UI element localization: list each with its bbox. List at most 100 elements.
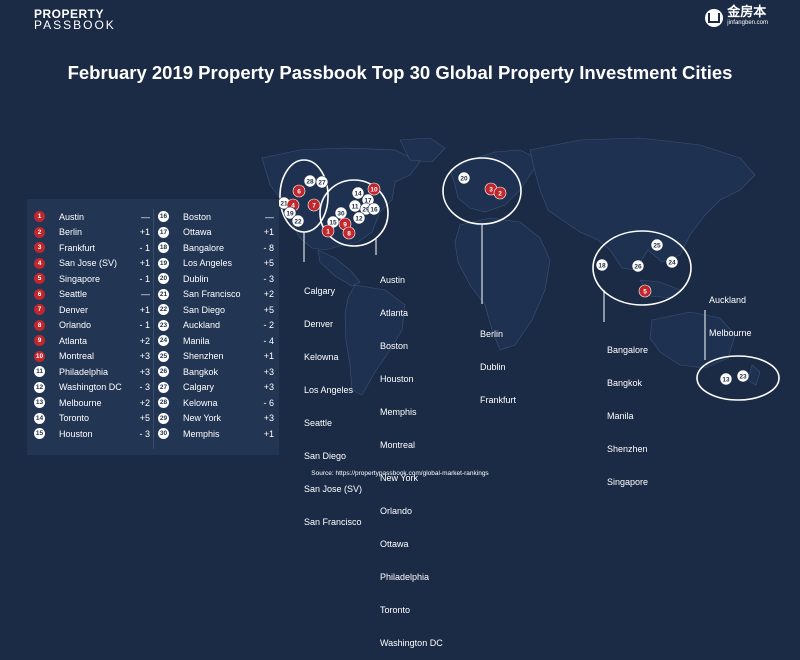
east-na-city-0: Austin	[380, 275, 406, 285]
column-divider	[153, 209, 154, 449]
marker-dot	[307, 198, 321, 212]
rankings-column-1: 1 Austin — 2 Berlin +1 3 Frankfurt - 1 4 San Jose …	[34, 209, 154, 442]
marker-label: 10	[370, 186, 378, 193]
city-name: Orlando	[59, 320, 92, 331]
city-marker-22: 22	[291, 214, 305, 228]
marker-label: 22	[294, 218, 302, 225]
rank-badge: 17	[158, 226, 169, 238]
marker-label: 13	[722, 376, 730, 383]
ranking-row: 11 Philadelphia +3	[34, 364, 154, 380]
rank-change: - 3	[263, 273, 274, 284]
marker-label: 9	[343, 221, 347, 228]
ranking-row: 7 Denver +1	[34, 302, 154, 318]
marker-label: 17	[364, 197, 372, 204]
jinfangben-url: jinfangben.com	[727, 20, 768, 26]
city-name: Kelowna	[183, 397, 218, 408]
east-na-city-2: Boston	[380, 341, 409, 351]
city-name: Memphis	[183, 428, 220, 439]
rank-badge: 28	[158, 397, 169, 409]
city-marker-18: 18	[595, 258, 609, 272]
ranking-row: 19 Los Angeles +5	[158, 256, 278, 272]
rank-change: - 1	[139, 273, 150, 284]
city-name: Manila	[183, 335, 210, 346]
city-name: Berlin	[59, 227, 83, 238]
marker-label: 6	[297, 188, 301, 195]
ranking-row: 27 Calgary +3	[158, 380, 278, 396]
marker-dot	[351, 186, 365, 200]
rank-change: +5	[263, 304, 274, 315]
ranking-row: 17 Ottawa +1	[158, 225, 278, 241]
ranking-row: 30 Memphis +1	[158, 426, 278, 442]
oceania-city-1: Melbourne	[709, 328, 752, 338]
ranking-row: 28 Kelowna - 6	[158, 395, 278, 411]
city-name: Melbourne	[59, 397, 102, 408]
marker-label: 23	[739, 373, 747, 380]
city-name: Seattle	[59, 289, 88, 300]
rank-badge: 16	[158, 211, 169, 223]
east-na-city-4: Memphis	[380, 407, 417, 417]
rank-change: +3	[139, 366, 150, 377]
city-marker-13: 13	[719, 372, 733, 386]
rank-change: - 8	[263, 242, 274, 253]
rank-change: - 4	[263, 335, 274, 346]
west-na-city-7: San Francisco	[304, 517, 362, 527]
city-name: Austin	[59, 211, 85, 222]
ranking-row: 26 Bangkok +3	[158, 364, 278, 380]
marker-dot	[457, 171, 471, 185]
marker-dot	[665, 255, 679, 269]
east-na-city-1: Atlanta	[380, 308, 409, 318]
logo-line1: PROPERTY	[34, 7, 105, 21]
jinfangben-logo: 金房本 jinfangben.com	[705, 6, 768, 28]
ranking-row: 12 Washington DC - 3	[34, 380, 154, 396]
ranking-row: 21 San Francisco +2	[158, 287, 278, 303]
africa-shape	[454, 217, 551, 351]
rank-change: - 3	[139, 382, 150, 393]
marker-dot	[719, 372, 733, 386]
city-marker-23: 23	[736, 369, 750, 383]
marker-dot	[595, 258, 609, 272]
city-marker-2: 2	[493, 186, 507, 200]
rank-change: +3	[139, 351, 150, 362]
marker-dot	[342, 226, 356, 240]
asia-city-list: Bangalore Bangkok Manila Shenzhen Singap…	[607, 323, 648, 499]
rank-badge: 27	[158, 381, 169, 393]
asia-shape	[529, 137, 756, 271]
ranking-row: 5 Singapore - 1	[34, 271, 154, 287]
rank-badge: 23	[158, 319, 169, 331]
europe-city-2: Frankfurt	[480, 395, 517, 405]
east-na-city-10: Toronto	[380, 605, 411, 615]
city-marker-19: 19	[283, 206, 297, 220]
rank-change: - 1	[139, 320, 150, 331]
rank-badge: 6	[34, 288, 45, 300]
oceania-circle	[696, 355, 780, 401]
ranking-row: 13 Melbourne +2	[34, 395, 154, 411]
ranking-row: 3 Frankfurt - 1	[34, 240, 154, 256]
asia-city-4: Singapore	[607, 477, 649, 487]
marker-dot	[367, 182, 381, 196]
rank-badge: 4	[34, 257, 45, 269]
east-na-city-9: Philadelphia	[380, 572, 430, 582]
rankings-panel: 1 Austin — 2 Berlin +1 3 Frankfurt - 1 4 San Jose …	[27, 199, 279, 455]
rank-change: —	[265, 211, 274, 222]
west-na-city-3: Los Angeles	[304, 385, 354, 395]
city-name: Los Angeles	[183, 258, 233, 269]
ranking-row: 23 Auckland - 2	[158, 318, 278, 334]
page-title: February 2019 Property Passbook Top 30 G…	[67, 62, 733, 83]
marker-label: 4	[291, 202, 295, 209]
west-na-city-6: San Jose (SV)	[304, 484, 363, 494]
asia-city-0: Bangalore	[607, 345, 649, 355]
ranking-row: 9 Atlanta +2	[34, 333, 154, 349]
rank-badge: 21	[158, 288, 169, 300]
marker-label: 14	[354, 190, 362, 197]
marker-label: 8	[347, 230, 351, 237]
rank-badge: 2	[34, 226, 45, 238]
city-marker-7: 7	[307, 198, 321, 212]
city-marker-16: 16	[367, 202, 381, 216]
marker-dot	[291, 214, 305, 228]
house-logo-icon	[705, 9, 724, 27]
rank-change: +1	[263, 428, 274, 439]
ranking-row: 10 Montreal +3	[34, 349, 154, 365]
rank-badge: 10	[34, 350, 45, 362]
rank-change: - 6	[263, 397, 274, 408]
rank-badge: 1	[34, 211, 45, 223]
